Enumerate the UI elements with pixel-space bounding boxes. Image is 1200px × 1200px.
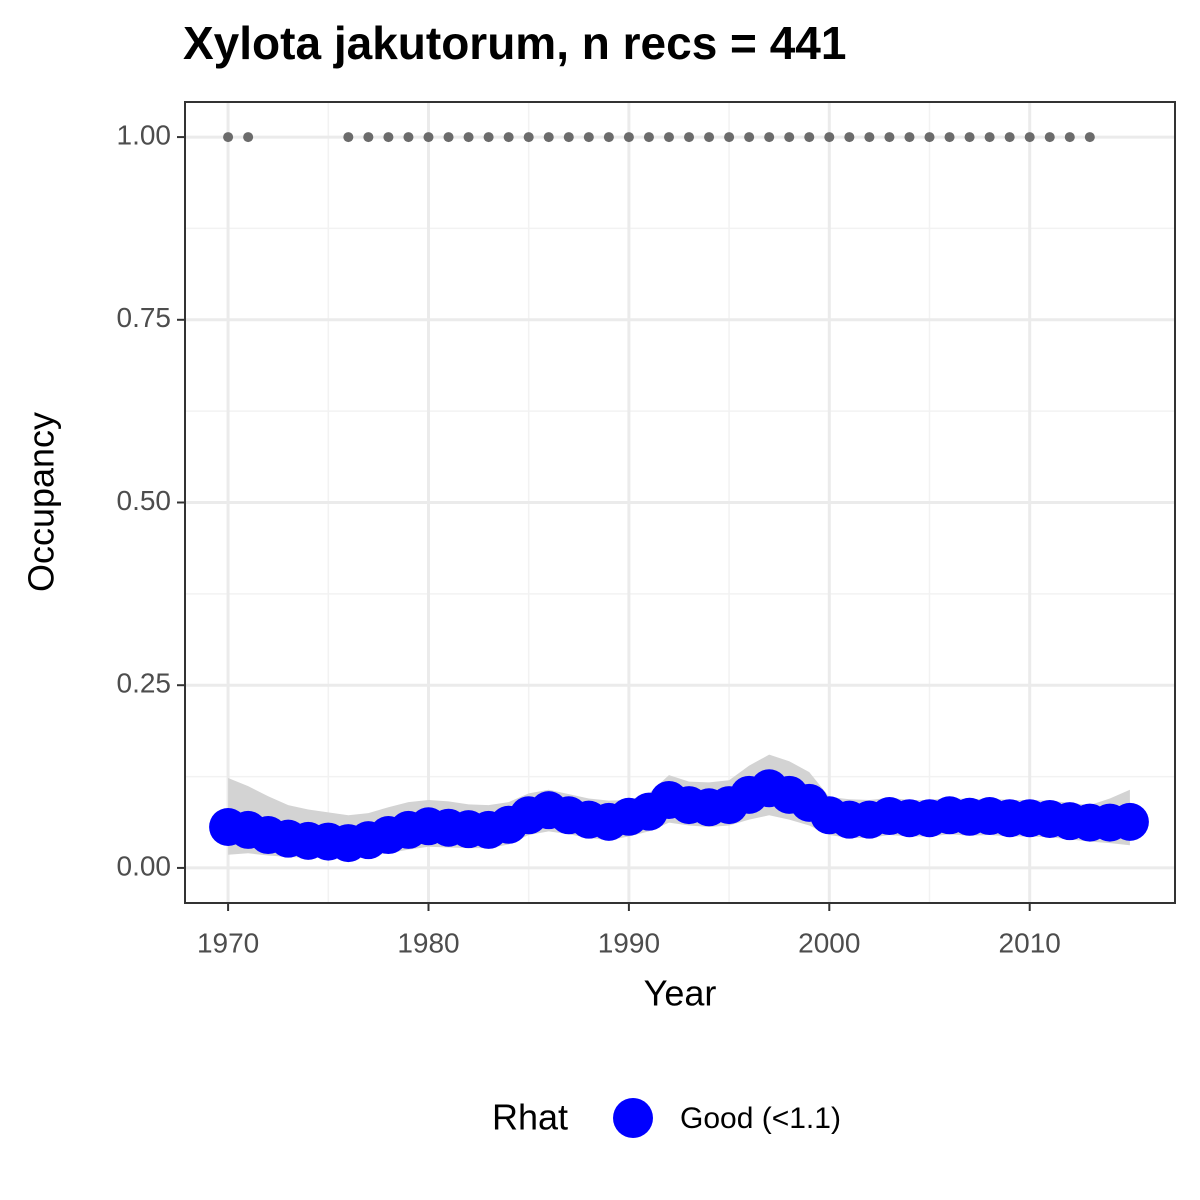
record-point: [603, 132, 614, 143]
record-point: [483, 132, 494, 143]
record-point: [684, 132, 695, 143]
record-point: [1024, 132, 1035, 143]
record-point: [243, 132, 254, 143]
record-point: [383, 132, 394, 143]
record-point: [924, 132, 935, 143]
y-tick-label: 0.25: [117, 668, 172, 699]
record-point: [824, 132, 835, 143]
x-tick-label: 2000: [798, 927, 860, 958]
y-axis-label: Occupancy: [21, 412, 62, 592]
record-point: [804, 132, 815, 143]
x-tick-label: 1980: [397, 927, 459, 958]
record-point: [744, 132, 755, 143]
record-point: [343, 132, 354, 143]
record-point: [543, 132, 554, 143]
record-point: [1084, 132, 1095, 143]
record-point: [403, 132, 414, 143]
record-point: [724, 132, 735, 143]
x-tick-label: 1970: [197, 927, 259, 958]
record-point: [643, 132, 654, 143]
record-point: [583, 132, 594, 143]
legend-title: Rhat: [492, 1097, 568, 1138]
record-point: [844, 132, 855, 143]
y-tick-label: 1.00: [117, 119, 172, 150]
x-tick-label: 1990: [598, 927, 660, 958]
record-point: [563, 132, 574, 143]
x-tick-label: 2010: [999, 927, 1061, 958]
record-point: [904, 132, 915, 143]
record-point: [363, 132, 374, 143]
plot-border: [184, 101, 1176, 904]
record-point: [864, 132, 875, 143]
y-tick-label: 0.00: [117, 850, 172, 881]
chart-title: Xylota jakutorum, n recs = 441: [183, 17, 846, 69]
y-tick-label: 0.50: [117, 485, 172, 516]
record-point: [964, 132, 975, 143]
record-point: [1044, 132, 1055, 143]
record-point: [944, 132, 955, 143]
data-point: [1110, 802, 1149, 841]
record-point: [623, 132, 634, 143]
record-point: [663, 132, 674, 143]
record-point: [984, 132, 995, 143]
x-axis-label: Year: [644, 973, 717, 1014]
record-point: [1064, 132, 1075, 143]
record-point: [503, 132, 514, 143]
record-point: [884, 132, 895, 143]
record-point: [1004, 132, 1015, 143]
record-point: [704, 132, 715, 143]
record-point: [784, 132, 795, 143]
legend-label: Good (<1.1): [680, 1102, 841, 1135]
record-point: [463, 132, 474, 143]
record-point: [423, 132, 434, 143]
legend-key: [613, 1098, 653, 1138]
record-point: [223, 132, 234, 143]
record-point: [523, 132, 534, 143]
record-point: [764, 132, 775, 143]
record-point: [443, 132, 454, 143]
y-tick-label: 0.75: [117, 302, 172, 333]
